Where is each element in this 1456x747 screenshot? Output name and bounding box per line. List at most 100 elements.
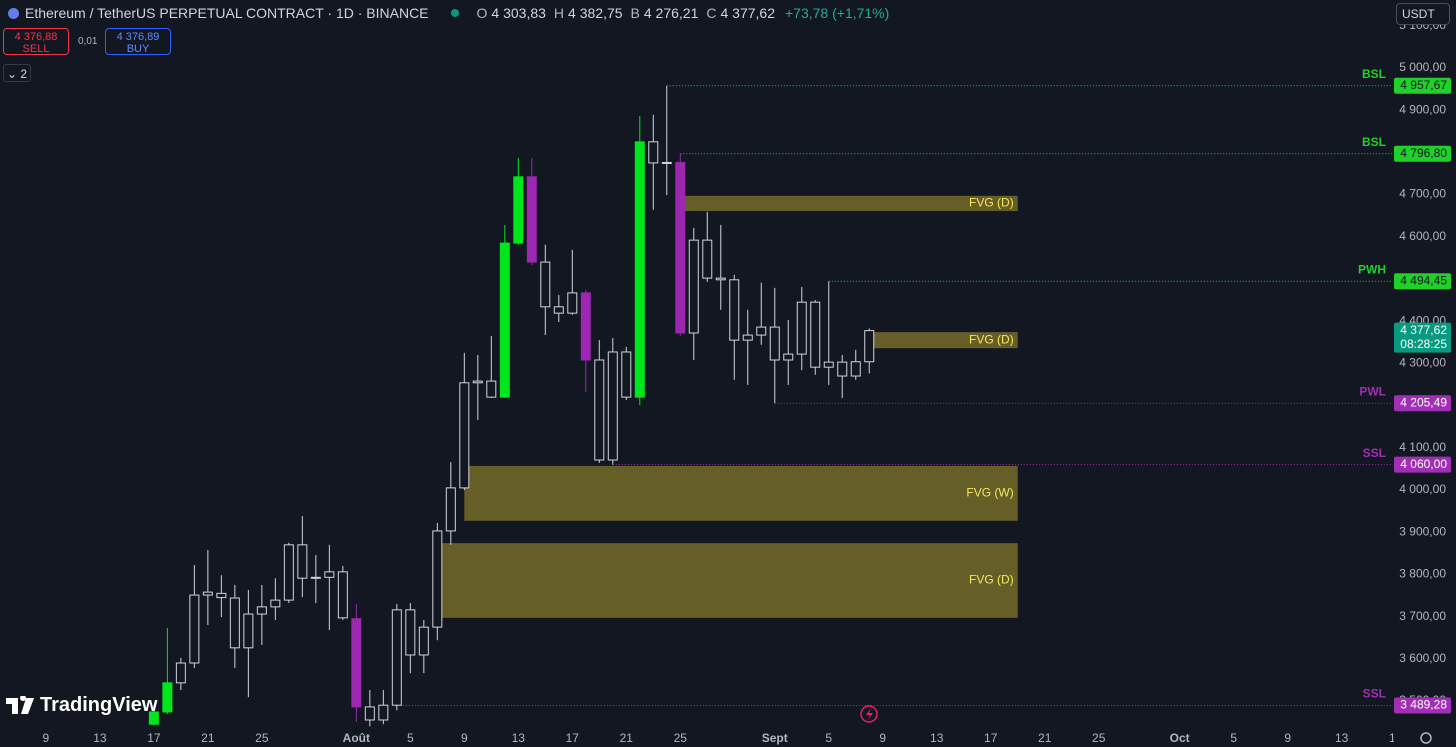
- brand-name: TradingView: [40, 694, 158, 716]
- ohlc-value: 4 382,75: [568, 5, 623, 21]
- ohlc-key: C: [706, 5, 717, 21]
- y-tick-label: 3 600,00: [1399, 651, 1446, 665]
- y-tick-label: 3 800,00: [1399, 567, 1446, 581]
- y-tick-label: 4 100,00: [1399, 440, 1446, 454]
- candle-body: [445, 487, 456, 532]
- last-price-label: 4 377,62: [1400, 323, 1447, 337]
- candle-body: [526, 176, 537, 263]
- last-price-box: [1394, 322, 1451, 353]
- candle-body: [756, 326, 767, 336]
- ohlc-key: O: [476, 5, 488, 21]
- candle-body: [202, 591, 213, 596]
- candle-body: [675, 161, 686, 334]
- ohlc-value: 4 276,21: [643, 5, 699, 21]
- candle-body: [607, 351, 618, 461]
- candle-body: [823, 361, 834, 368]
- candle-body: [594, 359, 605, 461]
- liquidity-label: SSL: [1363, 687, 1386, 701]
- x-tick-label: 17: [147, 731, 161, 745]
- brand-logo: [6, 695, 34, 714]
- candle-body: [175, 662, 186, 684]
- y-tick-label: 4 900,00: [1399, 102, 1446, 116]
- fvg-label: FVG (D): [969, 196, 1014, 210]
- x-tick-label: 9: [43, 731, 50, 745]
- x-tick-label: 13: [930, 731, 944, 745]
- level-price-box: [1394, 697, 1451, 714]
- candle-body: [540, 261, 551, 308]
- candle-body: [148, 711, 159, 725]
- event-icon-bolt: [866, 708, 873, 720]
- x-tick-label: 21: [201, 731, 215, 745]
- candle-body: [810, 301, 821, 368]
- level-price-label: 4 060,00: [1400, 457, 1447, 471]
- spread: 0,01: [78, 36, 98, 47]
- liquidity-label: SSL: [1363, 446, 1386, 460]
- candle-body: [256, 606, 267, 615]
- candle-body: [769, 326, 780, 361]
- level-price-box: [1394, 145, 1451, 162]
- x-tick-label: 21: [620, 731, 634, 745]
- ohlc-key: B: [630, 5, 640, 21]
- candle-body: [796, 301, 807, 355]
- candle-body: [742, 334, 753, 341]
- candle-body: [297, 544, 308, 579]
- price-axis-cover: [1394, 728, 1456, 747]
- candle-body: [378, 704, 389, 721]
- level-price-box: [1394, 77, 1451, 94]
- x-tick-label: 9: [1284, 731, 1291, 745]
- x-tick-label: Sept: [762, 731, 788, 745]
- candle-body: [364, 706, 375, 721]
- price-axis-bg: [1393, 0, 1456, 747]
- ohlc-key: H: [553, 5, 565, 21]
- candle-body: [486, 380, 497, 398]
- candle-body: [621, 351, 632, 398]
- fvg-label: FVG (D): [969, 573, 1014, 587]
- y-tick-label: 4 000,00: [1399, 482, 1446, 496]
- y-tick-label: 3 900,00: [1399, 524, 1446, 538]
- x-tick-label: 17: [984, 731, 998, 745]
- candle-body: [283, 544, 294, 601]
- x-tick-label: 21: [1038, 731, 1052, 745]
- fvg-label: FVG (D): [969, 332, 1014, 346]
- candle-body: [189, 594, 200, 664]
- indicator-count: 2: [20, 67, 28, 81]
- candle-body: [688, 239, 699, 334]
- candle-body: [580, 292, 591, 361]
- candle-body: [418, 626, 429, 656]
- symbol-title[interactable]: Ethereum / TetherUS PERPETUAL CONTRACT ·…: [25, 5, 429, 21]
- buy-button[interactable]: 4 376,89 BUY: [105, 28, 171, 55]
- buy-label: BUY: [126, 43, 150, 55]
- symbol-logo: [8, 7, 19, 19]
- x-tick-label: 13: [1335, 731, 1349, 745]
- bar-countdown: 08:28:25: [1400, 337, 1447, 351]
- candle-body: [459, 382, 470, 489]
- candle-body: [634, 141, 645, 398]
- currency-button[interactable]: USDT: [1396, 3, 1450, 25]
- chevron: ⌄: [6, 67, 21, 81]
- fvg-zone: [680, 195, 1018, 212]
- level-price-label: 4 957,67: [1400, 78, 1447, 92]
- level-price-box: [1394, 273, 1451, 290]
- candle-body: [864, 330, 875, 363]
- candle-body: [499, 242, 510, 398]
- candle-body: [553, 306, 564, 314]
- candle-body: [391, 609, 402, 706]
- x-tick-label: 25: [674, 731, 688, 745]
- indicator-toggle[interactable]: ⌄ 2: [3, 64, 31, 82]
- candle-body: [310, 576, 321, 579]
- currency: USDT: [1402, 7, 1435, 21]
- x-tick-label: 13: [93, 731, 107, 745]
- y-tick-label: 4 600,00: [1399, 229, 1446, 243]
- x-tick-label: 9: [461, 731, 468, 745]
- x-tick-label: 5: [825, 731, 832, 745]
- x-tick-label: 13: [512, 731, 526, 745]
- sell-button[interactable]: 4 376,88 SELL: [3, 28, 69, 55]
- candle-body: [229, 597, 240, 649]
- fvg-label: FVG (W): [966, 486, 1013, 500]
- y-tick-label: 4 300,00: [1399, 356, 1446, 370]
- buy-price: 4 376,89: [116, 31, 160, 43]
- liquidity-label: BSL: [1362, 135, 1386, 149]
- candle-body: [162, 682, 173, 713]
